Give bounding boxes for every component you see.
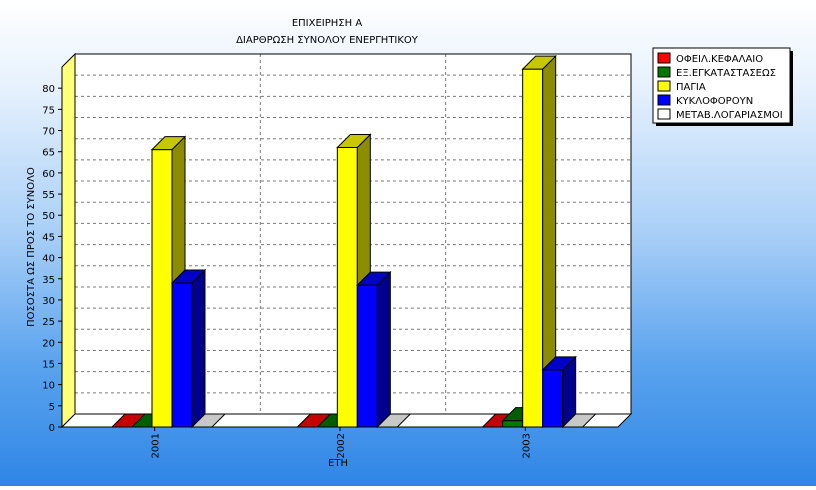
bar-front [151, 149, 173, 428]
y-tick-label: 65 [42, 148, 55, 159]
y-axis-label: ΠΟΣΟΣΤΑ ΩΣ ΠΡΟΣ ΤΟ ΣΥΝΟΛΟ [26, 167, 37, 327]
legend-swatch [657, 94, 671, 106]
y-tick-label: 75 [42, 105, 55, 116]
y-tick-label: 70 [42, 127, 55, 138]
chart-subtitle: ΔΙΑΡΘΡΩΣΗ ΣΥΝΟΛΟΥ ΕΝΕΡΓΗΤΙΚΟΥ [236, 35, 419, 46]
legend-swatch [657, 52, 671, 64]
bar-front [502, 420, 524, 428]
y-tick-label: 15 [42, 359, 55, 370]
x-tick-label: 2001 [151, 433, 162, 458]
bar-front [542, 369, 564, 428]
bar-top [541, 356, 577, 371]
x-tick-label: 2002 [336, 433, 347, 458]
legend-swatch [657, 80, 671, 92]
bar-top [170, 269, 207, 284]
y-tick-label: 5 [49, 402, 55, 413]
x-axis-ticks: 2001 2002 2003 [62, 426, 618, 458]
bar-side [376, 270, 391, 429]
x-tick-label: 2003 [521, 433, 532, 458]
bar [541, 355, 577, 429]
legend-label: ΠΑΓΙΑ [676, 82, 706, 93]
bar [170, 268, 207, 429]
legend-swatch [657, 66, 671, 78]
legend-label: ΜΕΤΑΒ.ΛΟΓΑΡΙΑΣΜΟΙ [676, 110, 783, 121]
legend-label: ΕΞ.ΕΓΚΑΤΑΣΤΑΣΕΩΣ [676, 68, 776, 79]
bar-top [336, 133, 372, 148]
bar-top [356, 271, 392, 286]
bar-front [522, 68, 544, 428]
y-tick-label: 25 [42, 317, 55, 328]
y-tick-label: 60 [42, 169, 55, 180]
y-tick-label: 50 [42, 211, 55, 222]
y-tick-label: 30 [42, 296, 55, 307]
bar-front [336, 146, 358, 428]
y-tick-label: 55 [42, 190, 55, 201]
chart-title: ΕΠΙΧΕΙΡΗΣΗ Α [292, 18, 362, 29]
left-wall [61, 52, 76, 429]
bar-top [521, 55, 557, 70]
y-axis-ticks: 0 5 10 15 20 25 30 35 40 45 50 55 60 65 70 75 80 [42, 67, 63, 434]
x-axis-label: ΕΤΗ [328, 458, 348, 469]
bar-top [150, 136, 187, 151]
bar-front [171, 282, 193, 428]
legend-label: ΟΦΕΙΛ.ΚΕΦΑΛΑΙΟ [676, 54, 763, 65]
y-tick-label: 35 [42, 275, 55, 286]
legend: ΟΦΕΙΛ.ΚΕΦΑΛΑΙΟ ΕΞ.ΕΓΚΑΤΑΣΤΑΣΕΩΣ ΠΑΓΙΑ ΚΥΚΛΟ… [652, 47, 793, 126]
bar [356, 270, 392, 429]
y-tick-label: 20 [42, 338, 55, 349]
y-tick-label: 10 [42, 381, 55, 392]
legend-swatch [657, 108, 671, 120]
y-tick-label: 40 [42, 254, 55, 265]
legend-box [652, 47, 791, 124]
chart-bars [110, 54, 597, 429]
y-tick-label: 80 [42, 84, 55, 95]
legend-label: ΚΥΚΛΟΦΟΡΟΥΝ [676, 96, 753, 107]
y-tick-label: 0 [49, 423, 55, 434]
bar-side [191, 268, 206, 429]
y-tick-label: 45 [42, 232, 55, 243]
bar-front [356, 284, 378, 428]
